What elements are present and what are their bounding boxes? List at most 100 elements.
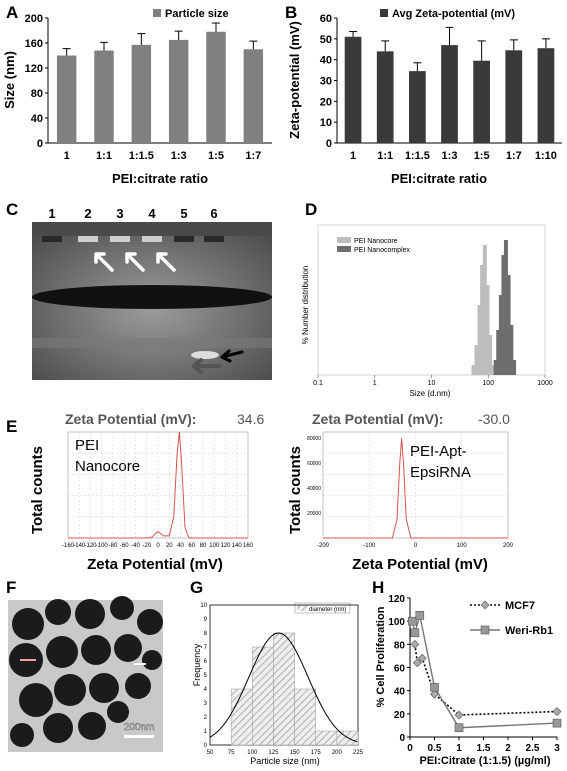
chart-a-xtick-label: 1:5 — [208, 150, 224, 162]
panel-label-b: B — [285, 3, 297, 22]
chart-g-bar — [230, 688, 253, 746]
chart-b-bar — [537, 48, 555, 144]
chart-e1-xtick-label: 80 — [200, 543, 207, 549]
chart-h-point — [415, 611, 425, 620]
chart-g-xtick-label: 125 — [268, 750, 279, 756]
chart-h-point — [552, 718, 562, 728]
chart-g-normal-curve — [209, 632, 358, 743]
chart-a-ytick-label: 0 — [37, 138, 43, 150]
chart-e2-annotation-line1: PEI-Apt- — [410, 443, 467, 460]
chart-h-ylabel: % Cell Proliferation — [375, 606, 387, 707]
chart-e1-xtick-label: -20 — [142, 543, 151, 549]
chart-h-legend-marker — [480, 625, 490, 635]
chart-h-ytick-label: 20 — [394, 710, 406, 721]
chart-d-bar — [471, 365, 476, 375]
chart-d-bar — [480, 265, 485, 375]
chart-a-xtick-label: 1:1 — [96, 150, 112, 162]
chart-a-xtick-label: 1:3 — [171, 150, 187, 162]
chart-h-point — [408, 616, 417, 626]
nanoparticle — [54, 674, 86, 706]
chart-d-bar — [498, 295, 503, 375]
chart-b-bar — [473, 60, 490, 144]
gel-image: 1 2 3 4 5 6 — [32, 206, 272, 380]
chart-h-ytick-label: 100 — [388, 617, 405, 628]
chart-a-bar — [56, 55, 77, 143]
chart-g-ytick-label: 2 — [204, 715, 208, 721]
chart-g-ytick-label: 1 — [204, 729, 208, 735]
chart-h-ytick-label: 0 — [399, 733, 405, 744]
arrow-white-2 — [125, 252, 145, 272]
chart-d-xtick-label: 1000 — [537, 380, 553, 387]
chart-d-bar — [509, 325, 514, 375]
panel-label-a: A — [6, 3, 18, 22]
chart-e1-ylabel: Total counts — [29, 446, 46, 534]
chart-e1-annotation-line1: PEI — [75, 437, 99, 454]
chart-h-point — [417, 653, 427, 663]
chart-g-bar — [273, 632, 295, 746]
chart-h-xtick-label: 0 — [407, 743, 413, 754]
arrow-black — [220, 349, 244, 363]
chart-g-ytick-label: 3 — [204, 701, 208, 707]
chart-e2-xtick-label: -200 — [317, 543, 330, 549]
chart-b-ytick-label: 20 — [320, 96, 332, 108]
chart-h-xtick-label: 1 — [456, 743, 462, 754]
chart-e1-xtick-label: -160 — [62, 543, 75, 549]
panel-label-c: C — [6, 200, 18, 219]
chart-h-xtick-label: 3 — [554, 743, 560, 754]
chart-h-xlabel: PEI:Citrate (1:1.5) (µg/ml) — [419, 755, 550, 767]
chart-e1-xtick-label: 20 — [166, 543, 173, 549]
nanoparticle — [125, 673, 151, 699]
chart-a-bar — [168, 39, 189, 143]
gel-well — [204, 236, 224, 242]
gel-well — [42, 236, 62, 242]
chart-b-ytick-label: 40 — [320, 55, 332, 67]
chart-d-bar — [490, 365, 495, 375]
chart-d-xtick-label: 1 — [373, 380, 377, 387]
chart-h-point — [412, 658, 422, 668]
chart-b-ytick-label: 0 — [326, 138, 332, 150]
chart-a-bar — [206, 31, 226, 143]
chart-g-ytick-label: 10 — [200, 603, 207, 609]
panel-label-g: G — [190, 578, 203, 597]
chart-d-bar — [501, 255, 506, 375]
chart-e1-xtick-label: -140 — [73, 543, 86, 549]
gel-well — [78, 236, 98, 242]
chart-a-xtick-label: 1:1.5 — [129, 150, 154, 162]
chart-b-xtick-label: 1:1.5 — [405, 150, 430, 162]
nanoparticle — [114, 634, 142, 662]
nanoparticle — [81, 635, 111, 665]
chart-d-legend-label: PEI Nanocomplex — [354, 247, 411, 254]
chart-g-ytick-label: 9 — [204, 617, 208, 623]
chart-e2-ytick-label: 80000 — [307, 436, 321, 442]
chart-b-ytick-label: 60 — [320, 13, 332, 25]
chart-h-legend-marker — [480, 600, 490, 610]
chart-e2-ytick-label: 20000 — [307, 511, 321, 517]
chart-h-ytick-label: 60 — [394, 664, 406, 675]
chart-b-legend: Avg Zeta-potential (mV) — [392, 8, 515, 20]
gel-lane-label: 1 — [48, 206, 55, 221]
chart-g-xtick-label: 150 — [290, 750, 301, 756]
chart-b-bar — [441, 45, 458, 144]
chart-g-xtick-label: 100 — [247, 750, 258, 756]
chart-e2-xtick-label: -100 — [363, 543, 376, 549]
nanoparticle — [107, 701, 129, 723]
chart-g-legend-box — [294, 602, 351, 614]
scale-bar-label: 200nm — [124, 722, 155, 733]
chart-h-ytick-label: 120 — [388, 594, 405, 605]
chart-e1-annotation-line2: Nanocore — [75, 458, 140, 475]
chart-a-ytick-label: 120 — [25, 63, 43, 75]
chart-a-xtick-label: 1 — [64, 150, 70, 162]
chart-d-xtick-label: 100 — [482, 380, 494, 387]
panel-label-f: F — [6, 578, 16, 597]
arrow-white-1 — [94, 252, 114, 272]
chart-d-xtick-label: 0.1 — [313, 380, 323, 387]
chart-b-bar — [409, 71, 426, 143]
gel-band-row — [32, 285, 272, 309]
chart-d-bar — [482, 245, 487, 375]
nanoparticle — [78, 712, 106, 740]
nanoparticle — [19, 683, 53, 717]
chart-g-bar — [294, 688, 316, 746]
chart-a-ylabel: Size (nm) — [2, 51, 17, 109]
nanoparticle — [45, 599, 71, 625]
chart-a-legend-swatch — [153, 9, 161, 17]
